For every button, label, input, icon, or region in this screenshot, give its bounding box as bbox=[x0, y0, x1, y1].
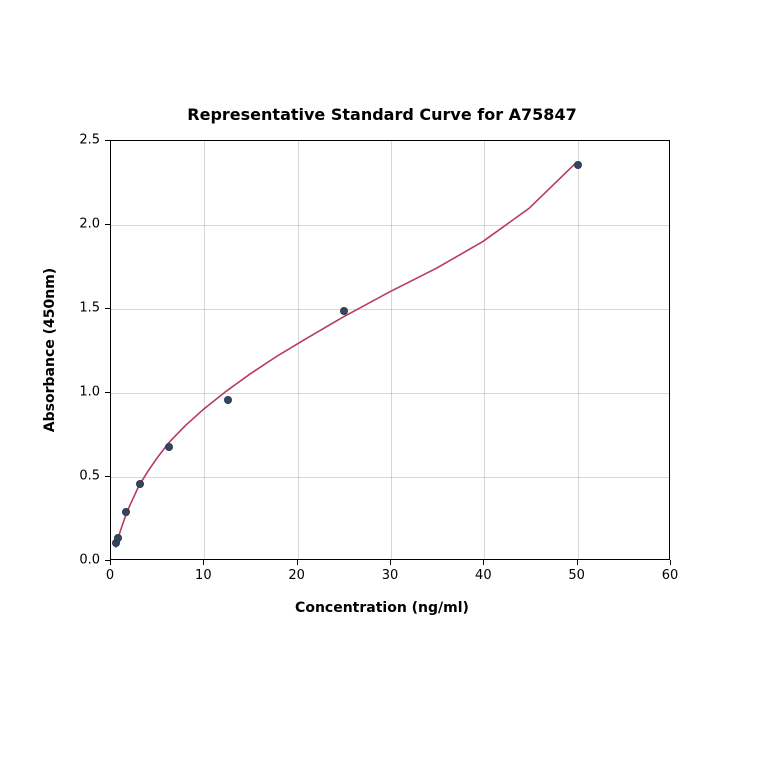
x-tick bbox=[297, 560, 298, 565]
data-point bbox=[224, 396, 232, 404]
y-tick bbox=[105, 224, 110, 225]
chart-title: Representative Standard Curve for A75847 bbox=[0, 105, 764, 124]
y-tick bbox=[105, 560, 110, 561]
data-point bbox=[340, 307, 348, 315]
x-tick bbox=[483, 560, 484, 565]
x-tick-label: 10 bbox=[195, 568, 212, 583]
x-tick bbox=[110, 560, 111, 565]
data-point bbox=[114, 534, 122, 542]
y-tick-label: 2.5 bbox=[79, 133, 100, 148]
data-point bbox=[136, 480, 144, 488]
x-tick-label: 20 bbox=[288, 568, 305, 583]
chart-area: 0102030405060 0.00.51.01.52.02.5 bbox=[110, 140, 670, 560]
data-point bbox=[165, 443, 173, 451]
y-tick bbox=[105, 392, 110, 393]
y-axis-label: Absorbance (450nm) bbox=[42, 268, 58, 432]
x-tick-label: 50 bbox=[568, 568, 585, 583]
y-tick-label: 1.0 bbox=[79, 385, 100, 400]
x-tick bbox=[203, 560, 204, 565]
y-tick-label: 2.0 bbox=[79, 217, 100, 232]
y-tick bbox=[105, 476, 110, 477]
fit-curve bbox=[111, 141, 669, 560]
y-tick bbox=[105, 140, 110, 141]
x-tick-label: 0 bbox=[106, 568, 114, 583]
x-tick-label: 60 bbox=[662, 568, 679, 583]
x-tick bbox=[390, 560, 391, 565]
x-tick bbox=[670, 560, 671, 565]
y-tick-label: 0.5 bbox=[79, 469, 100, 484]
y-tick bbox=[105, 308, 110, 309]
data-point bbox=[574, 161, 582, 169]
x-tick-label: 30 bbox=[382, 568, 399, 583]
y-tick-label: 0.0 bbox=[79, 553, 100, 568]
plot-area bbox=[110, 140, 670, 560]
curve-path bbox=[116, 163, 576, 547]
x-tick bbox=[577, 560, 578, 565]
x-axis-label: Concentration (ng/ml) bbox=[0, 600, 764, 616]
data-point bbox=[122, 508, 130, 516]
y-tick-label: 1.5 bbox=[79, 301, 100, 316]
x-tick-label: 40 bbox=[475, 568, 492, 583]
